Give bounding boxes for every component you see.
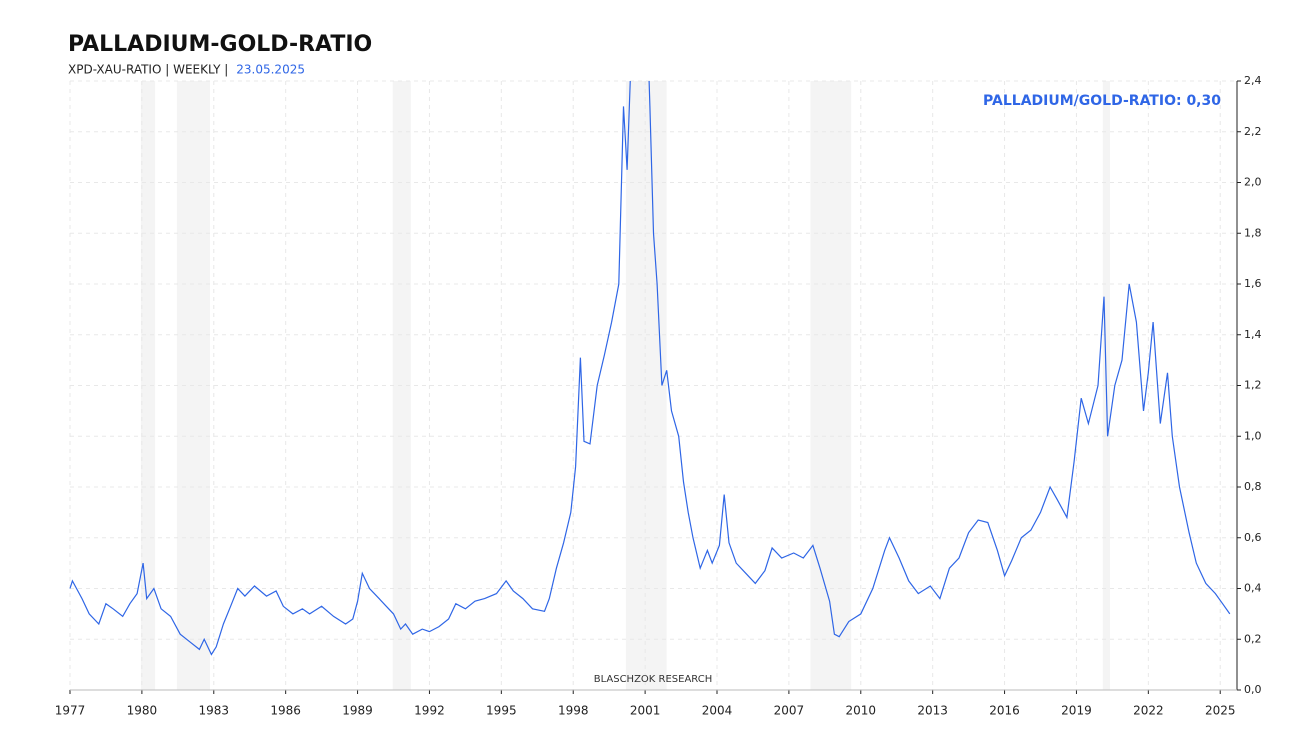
x-tick-label: 1995 (486, 704, 517, 718)
date: 23.05.2025 (236, 63, 305, 77)
x-tick-label: 2019 (1061, 704, 1092, 718)
x-tick-label: 2001 (630, 704, 661, 718)
x-tick-label: 2016 (989, 704, 1020, 718)
y-tick-label: 2,4 (1244, 74, 1262, 87)
y-tick-label: 1,2 (1244, 379, 1262, 392)
x-tick-label: 2004 (702, 704, 733, 718)
annotation: PALLADIUM/GOLD-RATIO: 0,30 (983, 93, 1221, 109)
y-tick-label: 2,0 (1244, 176, 1262, 189)
x-tick-label: 1998 (558, 704, 589, 718)
x-tick-label: 2013 (917, 704, 948, 718)
watermark: BLASCHZOK RESEARCH (594, 674, 713, 685)
x-tick-label: 1992 (414, 704, 445, 718)
x-tick-label: 1983 (199, 704, 230, 718)
x-tick-label: 2025 (1205, 704, 1236, 718)
y-tick-label: 0,0 (1244, 683, 1262, 696)
y-tick-label: 0,4 (1244, 582, 1262, 595)
y-tick-label: 0,8 (1244, 480, 1262, 493)
x-tick-label: 2010 (846, 704, 877, 718)
y-tick-label: 1,4 (1244, 328, 1262, 341)
y-tick-label: 1,8 (1244, 226, 1262, 239)
y-tick-label: 2,2 (1244, 125, 1262, 138)
x-tick-label: 1980 (127, 704, 158, 718)
x-tick-label: 1977 (55, 704, 86, 718)
x-tick-label: 1989 (342, 704, 373, 718)
x-tick-label: 2007 (774, 704, 805, 718)
x-tick-label: 1986 (270, 704, 301, 718)
subtitle: XPD-XAU-RATIO | WEEKLY | (68, 63, 228, 77)
y-tick-label: 1,0 (1244, 429, 1262, 442)
y-tick-label: 0,6 (1244, 531, 1262, 544)
y-tick-label: 1,6 (1244, 277, 1262, 290)
x-tick-label: 2022 (1133, 704, 1164, 718)
y-tick-label: 0,2 (1244, 632, 1262, 645)
series-line (69, 81, 1231, 656)
chart-title: PALLADIUM-GOLD-RATIO (68, 32, 372, 57)
